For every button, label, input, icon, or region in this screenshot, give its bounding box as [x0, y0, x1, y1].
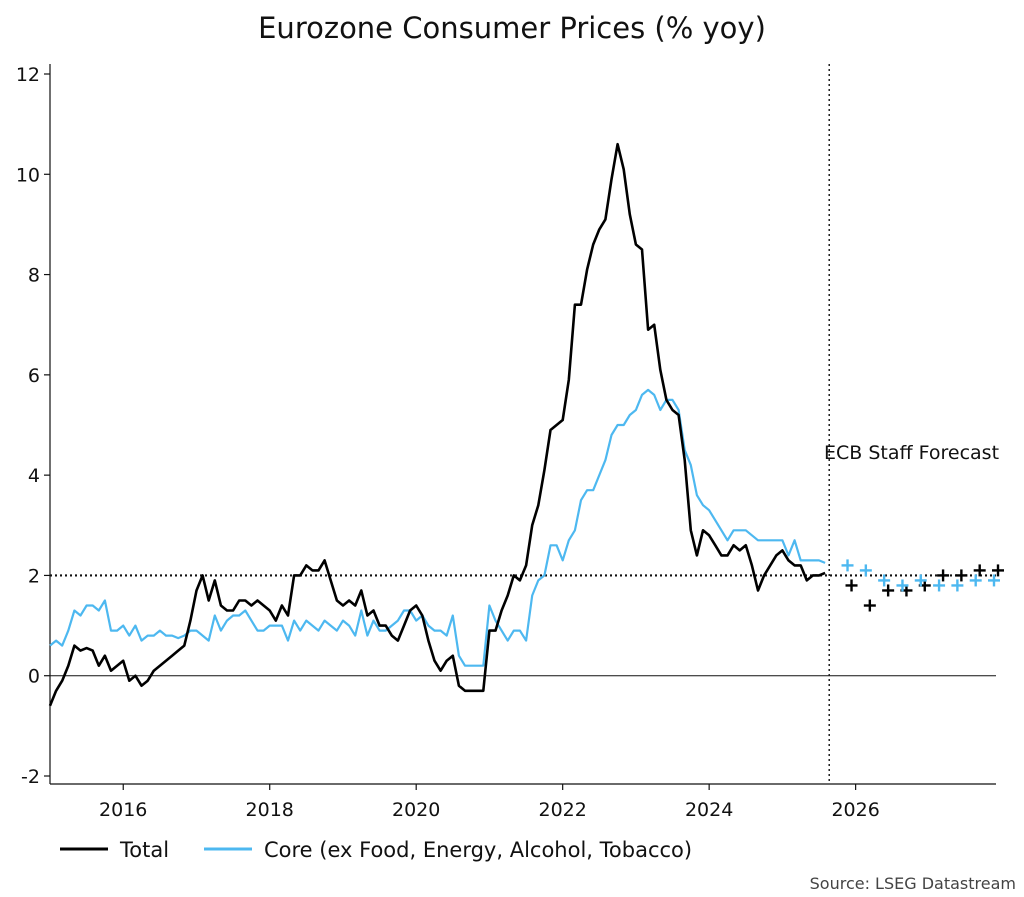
forecast-marker-total	[882, 584, 895, 597]
x-tick-label: 2022	[538, 799, 586, 821]
forecast-marker-total	[863, 599, 876, 612]
series-line-core	[49, 388, 826, 667]
forecast-marker-total	[845, 579, 858, 592]
forecast-marker-total	[955, 569, 968, 582]
forecast-marker-core	[969, 574, 982, 587]
y-tick-label: 6	[28, 365, 40, 387]
y-axis: -2 0 2 4 6 8 10 12	[16, 64, 51, 788]
forecast-marker-total	[937, 569, 950, 582]
x-tick-label: 2016	[99, 799, 147, 821]
x-axis: 2016 2018 2020 2022 2024 2026	[50, 783, 996, 821]
y-tick-label: 0	[28, 666, 40, 688]
y-tick-label: 2	[28, 565, 40, 587]
forecast-marker-core	[914, 574, 927, 587]
y-tick-label: -2	[21, 766, 40, 788]
legend-label-core: Core (ex Food, Energy, Alcohol, Tobacco)	[264, 838, 692, 862]
y-tick-label: 12	[16, 64, 40, 86]
forecast-marker-core	[841, 559, 854, 572]
source-note: Source: LSEG Datastream	[810, 874, 1016, 893]
forecast-marker-total	[973, 564, 986, 577]
forecast-marker-core	[859, 564, 872, 577]
legend: Total Core (ex Food, Energy, Alcohol, To…	[60, 838, 692, 862]
forecast-marker-core	[951, 579, 964, 592]
forecast-marker-core	[896, 579, 909, 592]
y-tick-label: 4	[28, 465, 40, 487]
forecast-marker-core	[988, 574, 1000, 587]
chart-title: Eurozone Consumer Prices (% yoy)	[258, 11, 766, 45]
x-tick-label: 2018	[246, 799, 294, 821]
forecast-markers	[841, 559, 1004, 612]
x-tick-label: 2024	[685, 799, 733, 821]
legend-label-total: Total	[119, 838, 169, 862]
y-tick-label: 8	[28, 265, 40, 287]
reference-lines	[50, 64, 996, 784]
y-tick-label: 10	[16, 164, 40, 186]
series-layer	[48, 142, 826, 707]
series-line-total	[48, 142, 826, 707]
forecast-marker-core	[878, 574, 891, 587]
forecast-marker-total	[992, 564, 1004, 577]
forecast-label: ECB Staff Forecast	[824, 442, 999, 464]
forecast-marker-core	[933, 579, 946, 592]
x-tick-label: 2020	[392, 799, 440, 821]
x-tick-label: 2026	[831, 799, 879, 821]
